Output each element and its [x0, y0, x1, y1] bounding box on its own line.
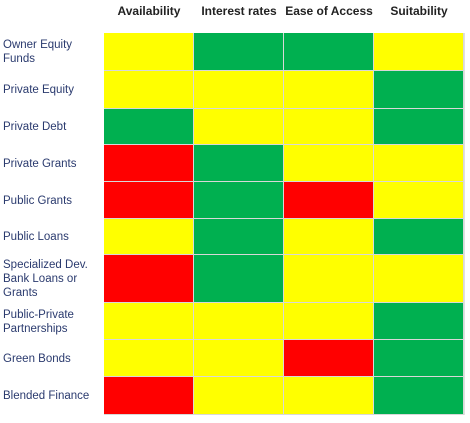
- column-headers: Availability Interest rates Ease of Access…: [104, 0, 464, 26]
- heatmap-cell: [284, 182, 374, 219]
- heatmap-cell: [284, 33, 374, 71]
- heatmap-cell: [104, 340, 194, 377]
- row-label: Public Loans: [3, 231, 69, 243]
- heatmap-cell: [194, 182, 284, 219]
- heatmap-cell: [284, 109, 374, 145]
- heatmap-cell: [194, 377, 284, 415]
- row-label: Public-Private Partnerships: [3, 308, 74, 335]
- heatmap-cell: [374, 219, 464, 255]
- heatmap-cell: [374, 33, 464, 71]
- row-label: Private Debt: [3, 121, 67, 133]
- row-label: Owner Equity Funds: [3, 39, 73, 65]
- column-header: Availability: [117, 4, 181, 18]
- heatmap-cell: [374, 182, 464, 219]
- heatmap-cell: [104, 377, 194, 415]
- heatmap-cell: [374, 303, 464, 340]
- heatmap-cell: [194, 340, 284, 377]
- heatmap-cell: [284, 377, 374, 415]
- heatmap-cell: [194, 303, 284, 340]
- column-header: Suitability: [390, 4, 448, 18]
- heatmap-cell: [194, 219, 284, 255]
- heatmap-cell: [104, 303, 194, 340]
- heatmap-cell: [194, 109, 284, 145]
- heatmap-cell: [374, 109, 464, 145]
- heatmap-cell: [284, 303, 374, 340]
- heatmap-cell: [104, 71, 194, 109]
- heatmap-cell: [194, 71, 284, 109]
- column-header: Interest rates: [201, 4, 277, 18]
- heatmap-cell: [374, 71, 464, 109]
- row-label: Private Equity: [3, 84, 74, 96]
- heatmap-cell: [284, 145, 374, 182]
- heatmap-cell: [104, 219, 194, 255]
- row-label: Private Grants: [3, 157, 77, 170]
- row-label: Specialized Dev. Bank Loans or Grants: [3, 259, 88, 299]
- heatmap-grid: [104, 33, 465, 415]
- row-labels: Owner Equity Funds Private Equity Private …: [0, 33, 104, 415]
- heatmap-cell: [374, 145, 464, 182]
- heatmap-cell: [194, 145, 284, 182]
- heatmap-cell: [284, 255, 374, 303]
- heatmap-cell: [104, 255, 194, 303]
- heatmap-cell: [374, 255, 464, 303]
- heatmap-cell: [284, 340, 374, 377]
- heatmap-cell: [374, 340, 464, 377]
- heatmap-cell: [104, 33, 194, 71]
- heatmap-cell: [194, 33, 284, 71]
- heatmap-cell: [374, 377, 464, 415]
- column-header: Ease of Access: [285, 4, 373, 18]
- heatmap-cell: [284, 71, 374, 109]
- heatmap-cell: [194, 255, 284, 303]
- row-label: Public Grants: [3, 194, 73, 207]
- row-label: Green Bonds: [3, 352, 71, 365]
- row-label: Blended Finance: [3, 390, 90, 402]
- heatmap-cell: [284, 219, 374, 255]
- heatmap-cell: [104, 145, 194, 182]
- heatmap-cell: [104, 109, 194, 145]
- heatmap-cell: [104, 182, 194, 219]
